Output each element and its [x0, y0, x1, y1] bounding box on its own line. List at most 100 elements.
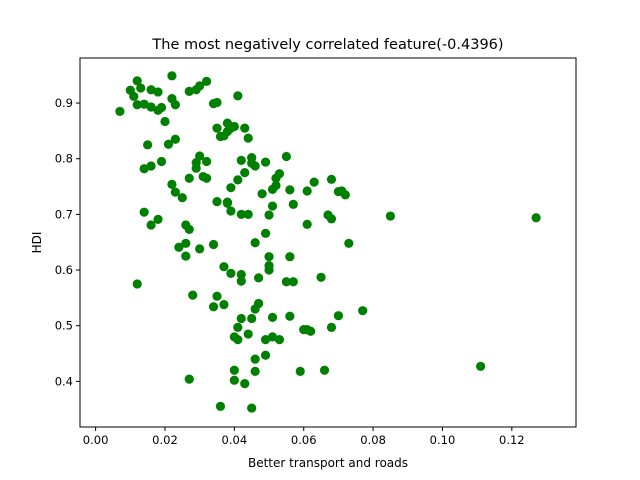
- data-point: [132, 279, 142, 289]
- data-point: [257, 189, 267, 199]
- data-point: [333, 311, 344, 321]
- data-point: [184, 224, 194, 235]
- x-tick-label: 0.08: [360, 433, 386, 447]
- data-point: [264, 252, 274, 262]
- data-point: [153, 87, 163, 97]
- x-tick-label: 0.04: [222, 433, 248, 447]
- data-point: [143, 140, 153, 150]
- data-point: [326, 322, 337, 332]
- x-tick-label: 0.12: [499, 433, 525, 447]
- data-point: [302, 219, 312, 230]
- data-point: [146, 220, 156, 230]
- data-point: [247, 403, 257, 413]
- data-point: [271, 180, 281, 191]
- data-point: [274, 169, 285, 179]
- data-point: [302, 186, 312, 196]
- data-point: [212, 196, 222, 207]
- data-point: [136, 83, 146, 93]
- data-point: [226, 268, 236, 278]
- data-point: [191, 163, 201, 173]
- data-point: [250, 366, 260, 376]
- data-point: [316, 272, 326, 282]
- data-point: [226, 183, 236, 193]
- data-point: [247, 313, 257, 324]
- data-point: [267, 332, 278, 342]
- data-point: [236, 155, 246, 166]
- x-tick-label: 0.10: [430, 433, 456, 447]
- data-point: [202, 76, 212, 86]
- data-point: [139, 207, 149, 217]
- data-point: [288, 199, 298, 209]
- data-point: [267, 201, 278, 211]
- ticks-layer: 0.00 0.02 0.04 0.06 0.08 0.10 0.12 0.4 0.5 0.6 0.7…: [55, 96, 525, 447]
- data-point: [184, 173, 194, 183]
- data-point: [184, 86, 194, 96]
- data-point: [195, 244, 205, 254]
- data-point: [476, 361, 486, 371]
- data-point: [233, 91, 243, 101]
- data-point: [115, 106, 125, 117]
- data-point: [531, 213, 541, 223]
- data-point: [340, 190, 350, 200]
- data-point: [170, 187, 180, 197]
- data-point: [288, 277, 298, 287]
- data-point: [139, 99, 149, 109]
- data-point: [243, 209, 253, 219]
- data-point: [226, 206, 236, 216]
- data-point: [202, 156, 212, 167]
- data-point: [219, 299, 229, 310]
- data-point: [243, 329, 253, 339]
- x-tick-label: 0.00: [83, 433, 109, 447]
- data-point: [132, 76, 142, 86]
- data-point: [212, 97, 222, 108]
- x-tick-label: 0.02: [152, 433, 178, 447]
- data-point: [260, 228, 271, 238]
- data-point: [219, 262, 229, 272]
- data-point: [146, 161, 156, 171]
- data-point: [233, 175, 243, 185]
- y-axis-label: HDI: [30, 232, 44, 254]
- data-point: [174, 242, 184, 252]
- data-point: [139, 164, 149, 174]
- data-point: [146, 102, 156, 112]
- data-point: [222, 198, 233, 208]
- y-tick-label: 0.4: [55, 374, 73, 388]
- data-point: [129, 91, 139, 101]
- data-point: [240, 378, 250, 389]
- data-point: [167, 179, 177, 189]
- data-point: [260, 335, 271, 345]
- data-point: [132, 100, 142, 110]
- data-point: [344, 238, 354, 248]
- data-point: [229, 121, 239, 132]
- data-point: [202, 173, 212, 183]
- data-point: [385, 211, 396, 221]
- data-point: [233, 335, 243, 345]
- x-axis-label: Better transport and roads: [248, 456, 408, 470]
- chart-title: The most negatively correlated feature(-…: [151, 37, 503, 53]
- data-point: [281, 151, 291, 162]
- data-point: [236, 269, 246, 280]
- data-point: [240, 123, 250, 133]
- data-point: [274, 335, 285, 345]
- data-point: [250, 161, 260, 171]
- data-point: [212, 291, 222, 301]
- y-tick-label: 0.6: [55, 263, 73, 277]
- data-point: [236, 209, 246, 219]
- data-point: [212, 123, 222, 133]
- data-point: [170, 134, 180, 144]
- data-point: [236, 313, 246, 324]
- data-point: [250, 238, 260, 248]
- data-point: [215, 401, 226, 412]
- y-tick-label: 0.9: [55, 96, 73, 110]
- data-point: [188, 290, 198, 300]
- data-point: [163, 139, 174, 149]
- y-tick-label: 0.5: [55, 319, 73, 333]
- x-tick-label: 0.06: [291, 433, 317, 447]
- data-point: [170, 100, 180, 110]
- data-point: [156, 156, 167, 167]
- data-point: [264, 265, 274, 275]
- data-point: [146, 85, 156, 95]
- data-point: [285, 311, 295, 321]
- data-point: [260, 157, 271, 167]
